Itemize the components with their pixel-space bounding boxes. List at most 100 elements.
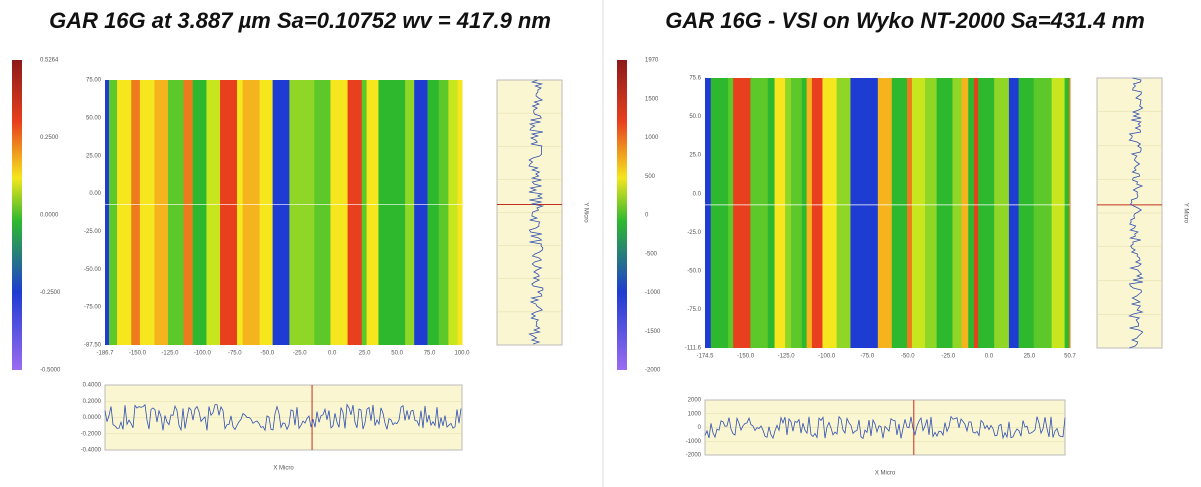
y-tick-label: -75.00 xyxy=(84,305,102,311)
heatmap-stripe xyxy=(139,80,155,345)
y-tick-label: -50.00 xyxy=(84,267,102,273)
x-tick-label: -150.0 xyxy=(129,351,147,357)
x-tick-label: 25.0 xyxy=(359,351,371,357)
heatmap-stripe xyxy=(968,78,975,348)
heatmap-stripe xyxy=(710,78,729,348)
y-axis-label: Y Micro xyxy=(1182,203,1188,224)
colorbar-label: 500 xyxy=(645,174,656,180)
heatmap-stripe xyxy=(109,80,118,345)
y-tick-label: 50.0 xyxy=(689,114,701,120)
x-tick-label: 0.0 xyxy=(328,351,337,357)
colorbar-label: 1970 xyxy=(645,58,659,64)
heatmap-stripe xyxy=(952,78,962,348)
heatmap-stripe xyxy=(728,78,734,348)
heatmap-stripe xyxy=(366,80,379,345)
heatmap-stripe xyxy=(259,80,274,345)
profile-tick-label: 0.0000 xyxy=(83,415,102,421)
x-tick-label: -25.0 xyxy=(293,351,307,357)
profile-tick-label: 0.4000 xyxy=(83,383,102,389)
heatmap-stripe xyxy=(378,80,389,345)
heatmap-stripe xyxy=(911,78,926,348)
y-tick-label: -50.0 xyxy=(687,268,701,274)
heatmap-stripe xyxy=(822,78,838,348)
heatmap-stripe xyxy=(183,80,194,345)
y-tick-label: 0.0 xyxy=(693,191,702,197)
heatmap-stripe xyxy=(361,80,368,345)
profile-tick-label: -0.2000 xyxy=(81,431,102,437)
colorbar-label: -1000 xyxy=(645,290,661,296)
heatmap-stripe xyxy=(427,80,440,345)
heatmap-stripe xyxy=(785,78,792,348)
heatmap-stripe xyxy=(405,80,415,345)
panel-title: GAR 16G at 3.887 µm Sa=0.10752 wv = 417.… xyxy=(49,8,551,33)
heatmap-stripe xyxy=(220,80,238,345)
colorbar-label: 0.5264 xyxy=(40,58,59,64)
colorbar xyxy=(617,60,627,370)
panel-title: GAR 16G - VSI on Wyko NT-2000 Sa=431.4 n… xyxy=(665,8,1145,33)
heatmap-stripe xyxy=(272,80,290,345)
heatmap-stripe xyxy=(791,78,803,348)
y-tick-label: -111.6 xyxy=(685,346,702,352)
heatmap-stripe xyxy=(705,78,712,348)
profile-tick-label: 2000 xyxy=(688,398,702,404)
profile-line xyxy=(1128,77,1144,349)
x-tick-label: -25.0 xyxy=(941,354,955,360)
y-tick-label: 25.00 xyxy=(86,153,102,159)
colorbar-label: -500 xyxy=(645,251,658,257)
x-tick-label: -186.7 xyxy=(96,351,114,357)
x-axis-label: X Micro xyxy=(875,471,896,477)
heatmap-stripe xyxy=(314,80,321,345)
x-tick-label: 50.7 xyxy=(1064,354,1076,360)
x-tick-label: -75.0 xyxy=(228,351,242,357)
heatmap-stripe xyxy=(448,80,458,345)
profile-tick-label: -2000 xyxy=(686,453,702,459)
heatmap-stripe xyxy=(1064,78,1070,348)
profile-line xyxy=(704,415,1066,440)
heatmap-stripe xyxy=(1018,78,1035,348)
colorbar-label: 0.2500 xyxy=(40,135,59,141)
heatmap-stripe xyxy=(947,78,953,348)
heatmap-stripe xyxy=(236,80,244,345)
x-axis-label: X Micro xyxy=(273,466,294,472)
y-tick-label: 75.00 xyxy=(86,78,102,84)
y-axis-label: Y Micro xyxy=(582,202,588,223)
heatmap-stripe xyxy=(192,80,207,345)
heatmap-stripe xyxy=(298,80,315,345)
heatmap-stripe xyxy=(117,80,132,345)
heatmap-stripe xyxy=(877,78,893,348)
heatmap-stripe xyxy=(1033,78,1053,348)
heatmap-stripe xyxy=(347,80,363,345)
profile-line xyxy=(528,79,545,345)
x-tick-label: -100.0 xyxy=(194,351,212,357)
heatmap-stripe xyxy=(925,78,938,348)
x-tick-label: -75.0 xyxy=(860,354,874,360)
heatmap-stripe xyxy=(836,78,851,348)
heatmap-stripe xyxy=(1008,78,1020,348)
heatmap-stripe xyxy=(936,78,949,348)
heatmap-stripe xyxy=(774,78,786,348)
profile-tick-label: 1000 xyxy=(688,411,702,417)
heatmap-stripe xyxy=(206,80,221,345)
heatmap-stripe xyxy=(863,78,879,348)
y-tick-label: 75.6 xyxy=(689,76,701,82)
heatmap-stripe xyxy=(388,80,406,345)
x-tick-label: 100.0 xyxy=(454,351,470,357)
colorbar-label: -0.2500 xyxy=(40,290,61,296)
colorbar-label: 1500 xyxy=(645,96,659,102)
heatmap-stripe xyxy=(811,78,823,348)
y-tick-label: 25.0 xyxy=(689,153,701,159)
x-tick-label: 0.0 xyxy=(985,354,994,360)
colorbar-label: -0.5000 xyxy=(40,368,61,374)
x-tick-label: 50.0 xyxy=(391,351,403,357)
profile-tick-label: -1000 xyxy=(686,439,702,445)
heatmap-stripe xyxy=(973,78,979,348)
y-tick-label: -25.0 xyxy=(687,230,701,236)
x-tick-label: 25.0 xyxy=(1024,354,1036,360)
heatmap-stripe xyxy=(1069,78,1071,348)
heatmap-stripe xyxy=(105,80,110,345)
heatmap-stripe xyxy=(806,78,813,348)
profile-tick-label: 0.2000 xyxy=(83,399,102,405)
heatmap-stripe xyxy=(767,78,776,348)
heatmap-stripe xyxy=(994,78,1010,348)
